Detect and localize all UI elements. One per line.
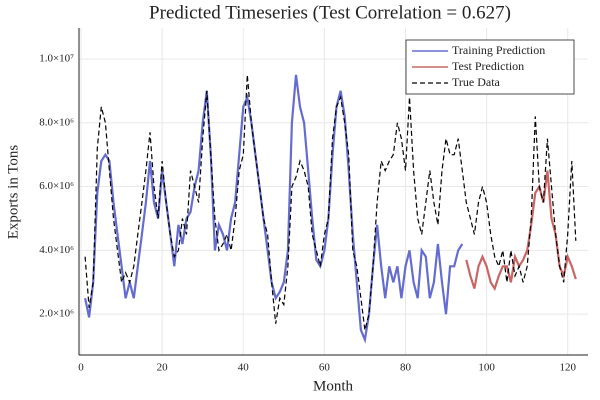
- legend-label: Test Prediction: [452, 59, 524, 73]
- legend-label: Training Prediction: [452, 43, 545, 57]
- x-tick-label: 20: [157, 362, 169, 374]
- x-tick-label: 0: [78, 362, 84, 374]
- legend-label: True Data: [452, 75, 501, 89]
- x-axis-label: Month: [313, 378, 354, 394]
- series-line: [84, 74, 464, 344]
- y-tick-label: 8.0×10⁶: [39, 116, 74, 128]
- series-line: [465, 170, 577, 292]
- x-tick-label: 120: [559, 362, 576, 374]
- x-tick-label: 100: [478, 362, 495, 374]
- series-line: [84, 74, 577, 331]
- chart-title: Predicted Timeseries (Test Correlation =…: [149, 2, 511, 23]
- y-tick-label: 6.0×10⁶: [39, 180, 74, 192]
- y-tick-label: 1.0×10⁷: [39, 52, 74, 64]
- y-tick-label: 2.0×10⁶: [39, 308, 74, 320]
- x-tick-label: 40: [238, 362, 250, 374]
- x-tick-label: 80: [400, 362, 412, 374]
- y-axis-label: Exports in Tons: [5, 145, 21, 240]
- y-tick-label: 4.0×10⁶: [39, 244, 74, 256]
- x-tick-label: 60: [319, 362, 331, 374]
